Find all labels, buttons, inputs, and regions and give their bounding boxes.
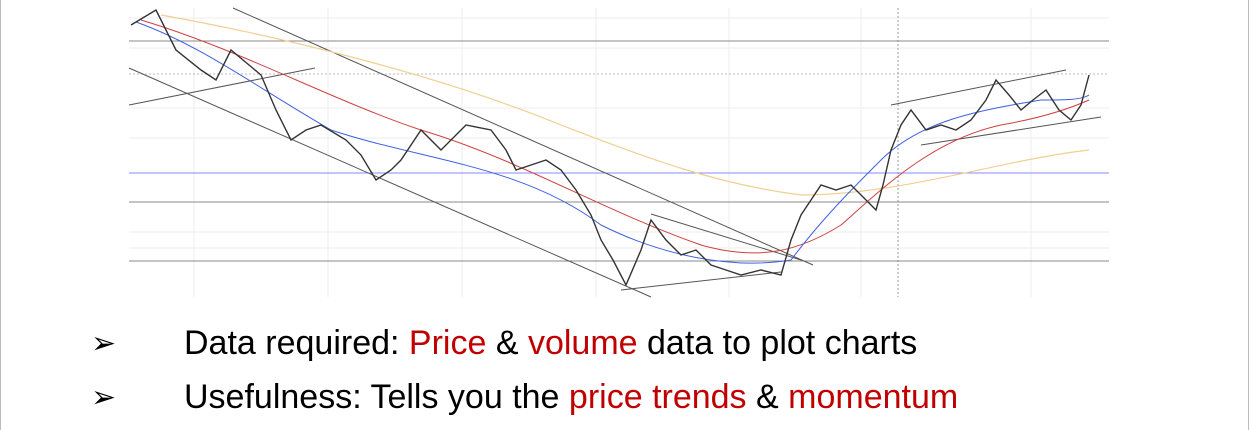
text: Usefulness: Tells you the xyxy=(184,377,569,416)
bullet: ➢ Data required: Price & volume data to … xyxy=(91,318,917,368)
text: & xyxy=(746,377,789,416)
text: Data required: xyxy=(184,323,409,362)
price-chart-illustration xyxy=(128,7,1109,298)
highlighted-text: Price xyxy=(408,323,487,362)
bullet-arrow: ➢ xyxy=(91,326,117,360)
highlighted-text: momentum xyxy=(788,377,959,416)
bullet-text: Data required: Price & volume data to pl… xyxy=(184,324,917,363)
highlighted-text: volume xyxy=(527,323,638,362)
bullet: ➢ Usefulness: Tells you the price trends… xyxy=(91,372,958,422)
highlighted-text: price trends xyxy=(568,377,747,416)
bullet-arrow: ➢ xyxy=(91,380,117,414)
bullet-text: Usefulness: Tells you the price trends &… xyxy=(184,378,958,417)
text: data to plot charts xyxy=(637,323,918,362)
text: & xyxy=(486,323,528,362)
